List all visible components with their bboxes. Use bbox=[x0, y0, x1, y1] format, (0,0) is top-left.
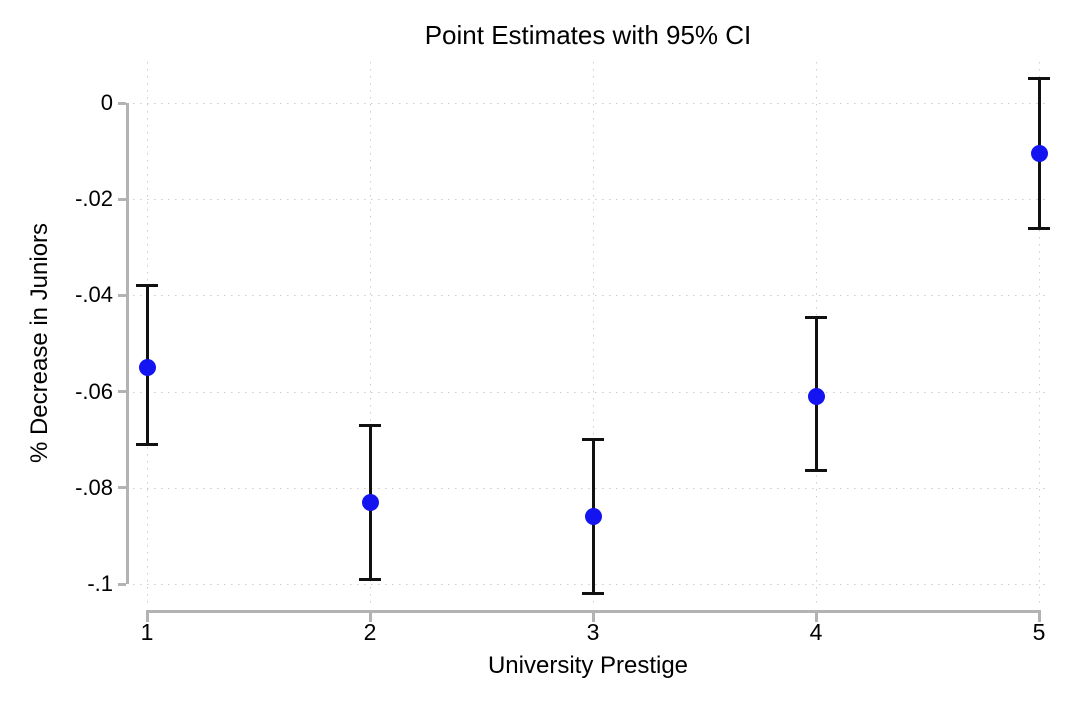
x-tick bbox=[591, 610, 595, 622]
x-tick-label: 4 bbox=[809, 619, 823, 645]
x-gridline bbox=[370, 62, 371, 608]
y-tick bbox=[118, 197, 126, 201]
x-gridline bbox=[1039, 62, 1040, 608]
x-tick bbox=[368, 610, 372, 622]
x-tick-label: 2 bbox=[363, 619, 377, 645]
y-tick bbox=[118, 101, 126, 105]
x-axis-title: University Prestige bbox=[487, 652, 689, 679]
x-tick bbox=[1037, 610, 1041, 622]
point-estimate-marker bbox=[1030, 145, 1048, 162]
point-estimate-marker bbox=[584, 508, 602, 526]
x-tick-label: 3 bbox=[586, 619, 600, 645]
errorbar-cap-lower bbox=[136, 443, 158, 446]
errorbar-cap-upper bbox=[136, 284, 158, 288]
x-tick bbox=[145, 610, 149, 622]
point-estimate-marker bbox=[361, 493, 379, 511]
y-axis-line bbox=[126, 103, 129, 584]
errorbar-cap-lower bbox=[1028, 226, 1050, 230]
y-tick-label: -.02 bbox=[75, 186, 113, 212]
y-gridline bbox=[133, 199, 1048, 201]
y-tick bbox=[118, 390, 126, 394]
x-gridline bbox=[593, 62, 594, 608]
x-tick bbox=[814, 610, 818, 622]
y-tick-label: 0 bbox=[100, 90, 113, 115]
y-tick bbox=[118, 486, 126, 490]
y-tick-label: -.04 bbox=[75, 282, 113, 308]
y-gridline bbox=[133, 584, 1048, 585]
y-gridline bbox=[133, 487, 1048, 489]
errorbar-cap-lower bbox=[805, 469, 827, 473]
y-gridline bbox=[133, 391, 1048, 393]
errorbar-cap-lower bbox=[359, 577, 381, 581]
x-tick-label: 1 bbox=[140, 619, 154, 645]
y-tick bbox=[118, 293, 126, 297]
y-tick bbox=[118, 582, 126, 586]
point-estimate-marker bbox=[807, 387, 825, 405]
errorbar-cap-lower bbox=[582, 592, 604, 596]
point-estimate-marker bbox=[138, 359, 156, 377]
y-gridline bbox=[133, 295, 1048, 297]
y-tick-label: -.1 bbox=[87, 571, 113, 596]
errorbar-cap-upper bbox=[1028, 77, 1050, 81]
y-tick-label: -.06 bbox=[75, 378, 113, 404]
errorbar-cap-upper bbox=[805, 315, 827, 319]
y-tick-label: -.08 bbox=[75, 474, 113, 500]
x-tick-label: 5 bbox=[1032, 619, 1046, 645]
chart-title: Point Estimates with 95% CI bbox=[424, 20, 752, 50]
errorbar-cap-upper bbox=[359, 423, 381, 427]
errorbar-cap-upper bbox=[582, 438, 604, 442]
y-gridline bbox=[133, 103, 1048, 104]
